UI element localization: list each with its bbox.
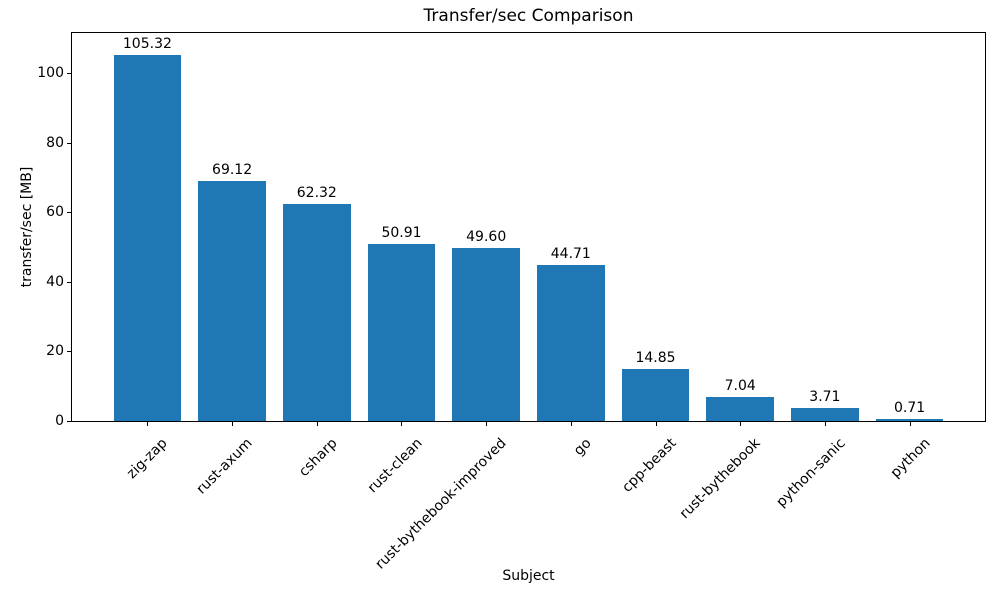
bar-value-label: 62.32 [296, 185, 337, 202]
bar [621, 369, 690, 421]
bar-value-label: 14.85 [635, 350, 676, 367]
chart-title: Transfer/sec Comparison [423, 6, 634, 26]
y-axis-tick [67, 212, 71, 213]
bar-value-label: 44.71 [550, 246, 591, 263]
bar [367, 243, 436, 421]
bar [706, 396, 775, 421]
x-axis-tick [825, 422, 826, 426]
bar-value-label: 3.71 [809, 389, 841, 406]
y-axis-tick [67, 421, 71, 422]
x-axis-tick [571, 422, 572, 426]
bar [282, 204, 351, 421]
y-axis-label: transfer/sec [MB] [19, 166, 35, 288]
x-axis-tick [740, 422, 741, 426]
bar-value-label: 49.60 [466, 229, 507, 246]
y-axis-tick [67, 282, 71, 283]
y-axis-tick [67, 351, 71, 352]
x-axis-tick [401, 422, 402, 426]
bar [537, 265, 605, 421]
x-axis-tick [147, 422, 148, 426]
x-axis-tick [656, 422, 657, 426]
y-axis-tick-label: 20 [46, 343, 64, 359]
bar [452, 248, 521, 421]
bar [113, 54, 182, 421]
bar [791, 408, 859, 421]
bar-value-label: 0.71 [894, 399, 926, 416]
x-axis-tick [486, 422, 487, 426]
bar-value-label: 69.12 [212, 161, 253, 178]
y-axis-tick [67, 143, 71, 144]
x-axis-label: Subject [502, 568, 555, 584]
y-axis-tick-label: 80 [46, 135, 64, 151]
y-axis-tick-label: 0 [55, 413, 64, 429]
bar [198, 180, 266, 421]
x-axis-tick [910, 422, 911, 426]
bar-value-label: 7.04 [724, 377, 756, 394]
y-axis-tick-label: 60 [46, 204, 64, 220]
plot-area: 0 20 40 60 80 100 105.32 zig-zap 69.12 rust-axum 6… [37, 32, 986, 572]
y-axis-tick-label: 100 [37, 65, 64, 81]
bar-value-label: 50.91 [381, 224, 422, 241]
x-axis-tick [232, 422, 233, 426]
y-axis-tick [67, 73, 71, 74]
bar [875, 418, 944, 421]
y-axis-tick-label: 40 [46, 274, 64, 290]
x-axis-tick [317, 422, 318, 426]
bar-value-label: 105.32 [122, 35, 172, 52]
